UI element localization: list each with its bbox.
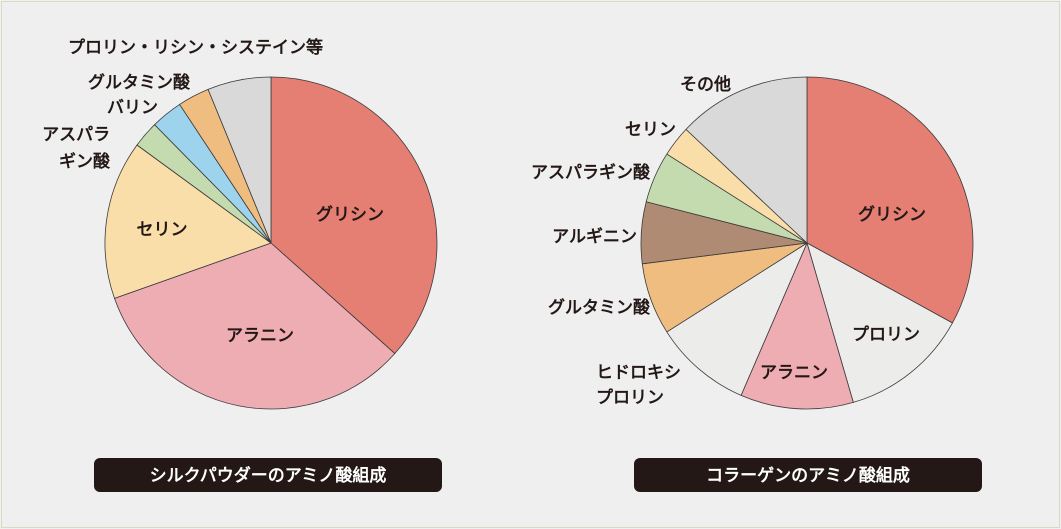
caption-box-collagen [634,458,982,492]
chart-title-collagen: コラーゲンのアミノ酸組成 [706,465,910,486]
label-collagen-hydroxyproline: ヒドロキシ プロリン [596,363,687,408]
label-silk-glutamic: グルタミン酸 [88,72,191,93]
collagen-slice-3 [666,242,808,396]
label-silk-aspartic: アスパラ ギン酸 [42,125,116,172]
label-collagen-aspartic: アスパラギン酸 [531,162,651,183]
collagen-slice-1 [806,242,953,403]
label-silk-others: プロリン・リシン・システイン等 [68,37,323,58]
label-silk-glycine: グリシン [316,204,384,225]
collagen-slice-2 [740,242,854,410]
label-silk-serine: セリン [137,220,188,240]
label-collagen-proline: プロリン [852,324,920,345]
label-collagen-glutamic: グルタミン酸 [548,297,651,318]
silk-slice-0 [270,76,438,354]
label-collagen-others: その他 [680,74,731,95]
label-collagen-alanine: アラニン [760,363,828,383]
silk-slice-6 [207,76,272,244]
label-silk-valine: バリン [107,98,158,118]
label-collagen-serine: セリン [625,120,676,140]
collagen-slice-8 [685,76,808,244]
pie-silk [104,76,438,410]
label-collagen-glycine: グリシン [858,204,926,225]
collagen-slice-0 [806,76,974,324]
label-collagen-arginine: アルギニン [552,227,637,247]
chart-title-silk: シルクパウダーのアミノ酸組成 [150,465,387,486]
silk-slice-1 [114,242,396,410]
label-silk-alanine: アラニン [226,326,294,346]
silk-slice-2 [104,144,272,299]
caption-box-silk [94,458,442,492]
pie-collagen [640,76,974,410]
